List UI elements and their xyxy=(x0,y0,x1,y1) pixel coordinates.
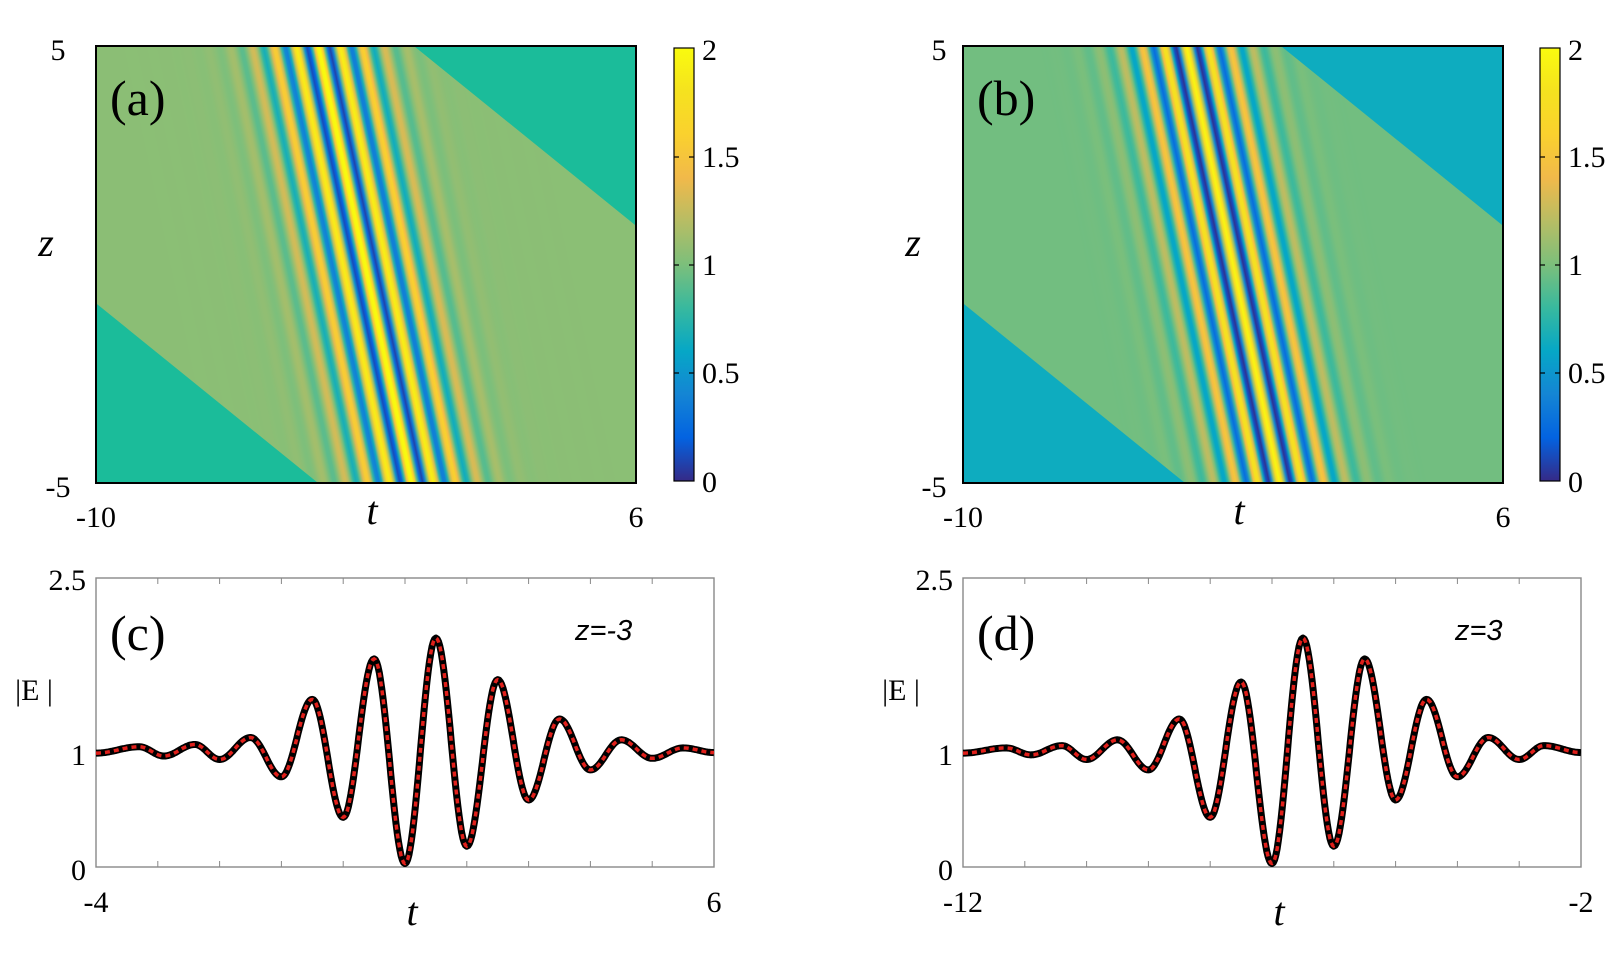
heatmap-b-x-tick-left: -10 xyxy=(943,501,983,534)
heatmap-a-frame xyxy=(95,45,637,484)
colorbar-b-tick-1.5: 1.5 xyxy=(1568,141,1606,174)
heatmap-b-frame xyxy=(962,45,1504,484)
plot-d-minor-ticks xyxy=(1024,578,1520,867)
colorbar-a-tick-2: 2 xyxy=(702,34,717,67)
panel-d: (d) z=3 2.5 1 0 -12 -2 |E | t xyxy=(882,564,1593,934)
plot-d-y-tick-2.5: 2.5 xyxy=(916,564,954,597)
heatmap-b-x-tick-right: 6 xyxy=(1496,501,1511,534)
colorbar-b-tick-1: 1 xyxy=(1568,249,1583,282)
plot-d-ylabel: |E | xyxy=(882,674,920,707)
plot-d-x-tick-left: -12 xyxy=(943,886,983,919)
plot-d-y-tick-1: 1 xyxy=(938,739,953,772)
plot-c-annotation: z=-3 xyxy=(574,615,632,647)
heatmap-b-y-tick-top: 5 xyxy=(932,34,947,67)
colorbar-a-ticks xyxy=(674,156,694,374)
panel-c-label: (c) xyxy=(110,605,166,661)
heatmap-a-x-tick-right: 6 xyxy=(629,501,644,534)
colorbar-a-tick-1.5: 1.5 xyxy=(702,141,740,174)
heatmap-a-xlabel: t xyxy=(366,488,378,533)
plot-d-xlabel: t xyxy=(1273,889,1285,934)
colorbar-a-tick-1: 1 xyxy=(702,249,717,282)
colorbar-b-tick-2: 2 xyxy=(1568,34,1583,67)
panel-b: (b) 5 -5 -10 6 z t 2 1.5 1 0.5 0 xyxy=(904,34,1606,534)
plot-c-y-tick-1: 1 xyxy=(71,739,86,772)
heatmap-a-x-tick-left: -10 xyxy=(76,501,116,534)
heatmap-a-ylabel: z xyxy=(37,220,54,265)
plot-d-annotation: z=3 xyxy=(1454,615,1503,647)
heatmap-b-ylabel: z xyxy=(904,220,921,265)
colorbar-a-tick-0.5: 0.5 xyxy=(702,357,740,390)
heatmap-b-xlabel: t xyxy=(1233,488,1245,533)
plot-d-frame xyxy=(962,577,1582,868)
plot-c-x-tick-right: 6 xyxy=(707,886,722,919)
plot-c-frame xyxy=(95,577,715,868)
panel-b-label: (b) xyxy=(977,70,1035,126)
plot-c-ylabel: |E | xyxy=(15,674,53,707)
heatmap-a-band xyxy=(96,46,636,483)
plot-c-numerical-line xyxy=(96,635,714,866)
plot-d-numerical-line xyxy=(963,635,1581,866)
plot-d-y-tick-0: 0 xyxy=(938,854,953,887)
colorbar-b-tick-0: 0 xyxy=(1568,466,1583,499)
colorbar-a-tick-0: 0 xyxy=(702,466,717,499)
heatmap-b-y-tick-bottom: -5 xyxy=(922,471,947,504)
plot-d-x-tick-right: -2 xyxy=(1569,886,1594,919)
heatmap-a-y-tick-bottom: -5 xyxy=(46,471,71,504)
colorbar-b-tick-0.5: 0.5 xyxy=(1568,357,1606,390)
plot-c-xlabel: t xyxy=(406,889,418,934)
plot-c-y-tick-2.5: 2.5 xyxy=(49,564,87,597)
panel-a: (a) 5 -5 -10 6 z t 2 1.5 1 0.5 0 xyxy=(37,34,740,534)
plot-c-y-tick-0: 0 xyxy=(71,854,86,887)
panel-c: (c) z=-3 2.5 1 0 -4 6 |E | t xyxy=(15,564,721,934)
heatmap-a-y-tick-top: 5 xyxy=(51,34,66,67)
panel-a-label: (a) xyxy=(110,70,166,126)
colorbar-b-ticks xyxy=(1540,156,1560,374)
plot-c-x-tick-left: -4 xyxy=(84,886,109,919)
panel-d-label: (d) xyxy=(977,605,1035,661)
heatmap-b-band xyxy=(963,46,1503,483)
